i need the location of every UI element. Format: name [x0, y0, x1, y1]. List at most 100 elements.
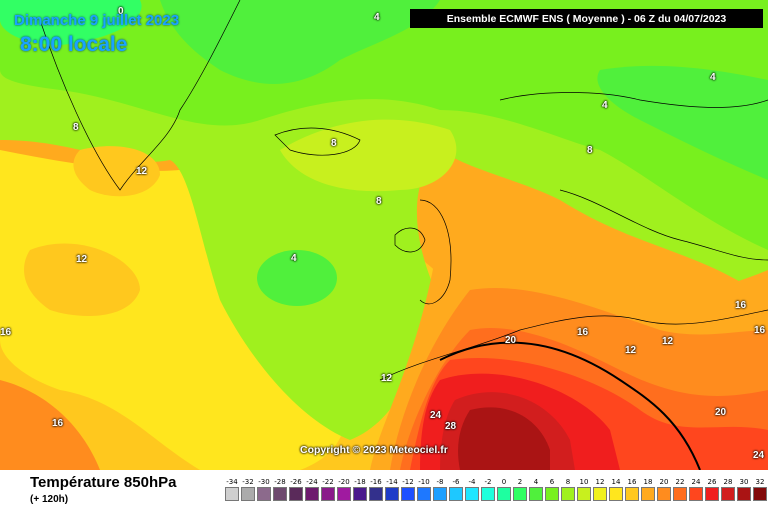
contour-label: 8 [331, 138, 337, 149]
legend-label: -14 [386, 478, 398, 486]
legend-step: -16 [368, 477, 384, 501]
legend-step: 8 [560, 477, 576, 501]
contour-label: 4 [710, 72, 716, 83]
legend-label: -26 [290, 478, 302, 486]
legend-label: 12 [595, 478, 605, 486]
legend-label: -30 [258, 478, 270, 486]
legend-step: 24 [688, 477, 704, 501]
contour-label: 8 [376, 196, 382, 207]
legend-swatch [721, 487, 735, 501]
legend-swatch [225, 487, 239, 501]
legend-step: 4 [528, 477, 544, 501]
parameter-title: Température 850hPa [30, 474, 177, 491]
legend-label: 22 [675, 478, 685, 486]
legend-label: -2 [484, 478, 492, 486]
contour-label: 8 [587, 145, 593, 156]
legend-swatch [577, 487, 591, 501]
legend-step: 0 [496, 477, 512, 501]
contour-label: 28 [445, 421, 457, 432]
contour-label: 24 [430, 410, 442, 421]
legend-swatch [657, 487, 671, 501]
legend-step: -30 [256, 477, 272, 501]
legend-label: 18 [643, 478, 653, 486]
contour-label: 12 [136, 166, 148, 177]
legend-swatch [529, 487, 543, 501]
legend-step: 10 [576, 477, 592, 501]
legend-step: 20 [656, 477, 672, 501]
legend-step: -12 [400, 477, 416, 501]
legend-step: 6 [544, 477, 560, 501]
legend-label: -10 [418, 478, 430, 486]
legend-label: -24 [306, 478, 318, 486]
legend-swatch [545, 487, 559, 501]
legend-step: -6 [448, 477, 464, 501]
legend-swatch [513, 487, 527, 501]
temperature-map: 0 4 4 4 4 8 8 8 8 12 12 12 12 12 16 16 1… [0, 0, 768, 470]
legend-step: 16 [624, 477, 640, 501]
legend-step: -20 [336, 477, 352, 501]
forecast-date: Dimanche 9 juillet 2023 [14, 12, 180, 29]
legend-swatch [689, 487, 703, 501]
legend-label: 6 [549, 478, 555, 486]
legend-step: 26 [704, 477, 720, 501]
legend-label: -8 [436, 478, 444, 486]
legend-label: 28 [723, 478, 733, 486]
legend-step: -28 [272, 477, 288, 501]
legend-swatch [449, 487, 463, 501]
legend-step: 30 [736, 477, 752, 501]
contour-label: 16 [754, 325, 766, 336]
legend-swatch [401, 487, 415, 501]
contour-label: 16 [735, 300, 747, 311]
model-run-text: Ensemble ECMWF ENS ( Moyenne ) - 06 Z du… [446, 12, 727, 25]
legend-swatch [257, 487, 271, 501]
temperature-field [0, 0, 768, 470]
legend-label: 16 [627, 478, 637, 486]
legend-label: 32 [755, 478, 765, 486]
legend-label: -12 [402, 478, 414, 486]
legend-swatch [753, 487, 767, 501]
contour-label: 8 [73, 122, 79, 133]
legend-swatch [273, 487, 287, 501]
legend-label: 2 [517, 478, 523, 486]
contour-label: 16 [0, 327, 12, 338]
legend-label: 24 [691, 478, 701, 486]
legend-label: -6 [452, 478, 460, 486]
legend-swatch [481, 487, 495, 501]
legend-swatch [497, 487, 511, 501]
legend-label: -18 [354, 478, 366, 486]
legend-label: -20 [338, 478, 350, 486]
legend-step: -10 [416, 477, 432, 501]
legend-swatch [305, 487, 319, 501]
legend-label: -32 [242, 478, 254, 486]
legend-swatch [625, 487, 639, 501]
contour-label: 16 [577, 327, 589, 338]
legend-swatch [321, 487, 335, 501]
legend-swatch [353, 487, 367, 501]
forecast-time: 8:00 locale [20, 33, 128, 56]
contour-label: 20 [715, 407, 727, 418]
copyright-notice: Copyright © 2023 Meteociel.fr [300, 444, 448, 456]
legend-step: -18 [352, 477, 368, 501]
legend-step: 18 [640, 477, 656, 501]
legend-step: -26 [288, 477, 304, 501]
legend-step: -22 [320, 477, 336, 501]
legend-label: 20 [659, 478, 669, 486]
color-scale-legend: -34 -32 -30 -28 -26 -24 -22 -20 -18 -16 -14 -12 -10-… [224, 477, 768, 501]
legend-swatch [705, 487, 719, 501]
legend-step: 2 [512, 477, 528, 501]
legend-step: -4 [464, 477, 480, 501]
legend-swatch [737, 487, 751, 501]
contour-label: 24 [753, 450, 765, 461]
legend-step: 12 [592, 477, 608, 501]
legend-label: 14 [611, 478, 621, 486]
legend-label: -4 [468, 478, 476, 486]
contour-label: 4 [374, 12, 380, 23]
legend-label: 4 [533, 478, 539, 486]
legend-step: -8 [432, 477, 448, 501]
legend-step: 32 [752, 477, 768, 501]
legend-swatch [465, 487, 479, 501]
legend-step: -34 [224, 477, 240, 501]
legend-label: 26 [707, 478, 717, 486]
legend-step: 28 [720, 477, 736, 501]
forecast-step: (+ 120h) [30, 494, 69, 505]
